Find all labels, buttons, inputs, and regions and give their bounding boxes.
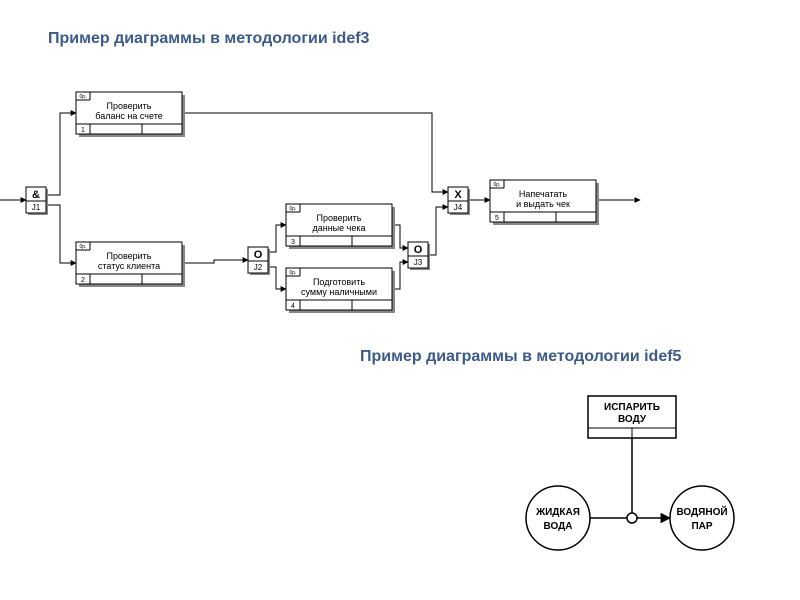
svg-text:O: O <box>254 249 263 261</box>
svg-text:O: O <box>414 244 423 256</box>
idef5-diagram: ИСПАРИТЬВОДУ ЖИДКАЯ ВОДА ВОДЯНОЙ ПАР <box>490 390 760 570</box>
svg-text:J3: J3 <box>414 258 423 267</box>
svg-text:Подготовить: Подготовить <box>313 277 365 287</box>
idef3-diagram: &J1OJ2OJ3XJ40p.1Проверитьбаланс на счете… <box>0 70 670 330</box>
svg-text:ИСПАРИТЬ: ИСПАРИТЬ <box>604 402 660 413</box>
svg-text:0p.: 0p. <box>290 270 297 276</box>
svg-text:ВОДЯНОЙ: ВОДЯНОЙ <box>676 505 727 518</box>
svg-text:0p.: 0p. <box>80 244 87 250</box>
svg-text:Проверить: Проверить <box>106 251 151 261</box>
svg-text:ПАР: ПАР <box>691 521 712 532</box>
svg-text:Напечатать: Напечатать <box>519 189 568 199</box>
svg-text:3: 3 <box>291 239 295 246</box>
svg-text:0p.: 0p. <box>494 182 501 188</box>
svg-text:Проверить: Проверить <box>316 213 361 223</box>
svg-text:0p.: 0p. <box>290 206 297 212</box>
svg-text:X: X <box>454 189 462 201</box>
svg-text:J4: J4 <box>454 203 463 212</box>
svg-text:ЖИДКАЯ: ЖИДКАЯ <box>535 507 580 518</box>
svg-text:&: & <box>32 189 40 201</box>
title-idef5: Пример диаграммы в методологии idef5 <box>360 348 681 366</box>
svg-text:2: 2 <box>81 277 85 284</box>
svg-text:статус клиента: статус клиента <box>98 261 160 271</box>
svg-text:ВОДА: ВОДА <box>544 521 573 532</box>
svg-text:Проверить: Проверить <box>106 101 151 111</box>
svg-text:ВОДУ: ВОДУ <box>618 414 647 425</box>
svg-text:баланс на счете: баланс на счете <box>95 111 162 121</box>
svg-text:J2: J2 <box>254 263 263 272</box>
svg-text:0p.: 0p. <box>80 94 87 100</box>
svg-text:J1: J1 <box>32 203 41 212</box>
svg-text:1: 1 <box>81 127 85 134</box>
svg-text:5: 5 <box>495 215 499 222</box>
svg-text:сумму наличными: сумму наличными <box>301 287 377 297</box>
title-idef3: Пример диаграммы в методологии idef3 <box>48 30 369 48</box>
svg-text:4: 4 <box>291 303 295 310</box>
svg-text:и выдать чек: и выдать чек <box>516 199 570 209</box>
svg-text:данные чека: данные чека <box>312 223 365 233</box>
